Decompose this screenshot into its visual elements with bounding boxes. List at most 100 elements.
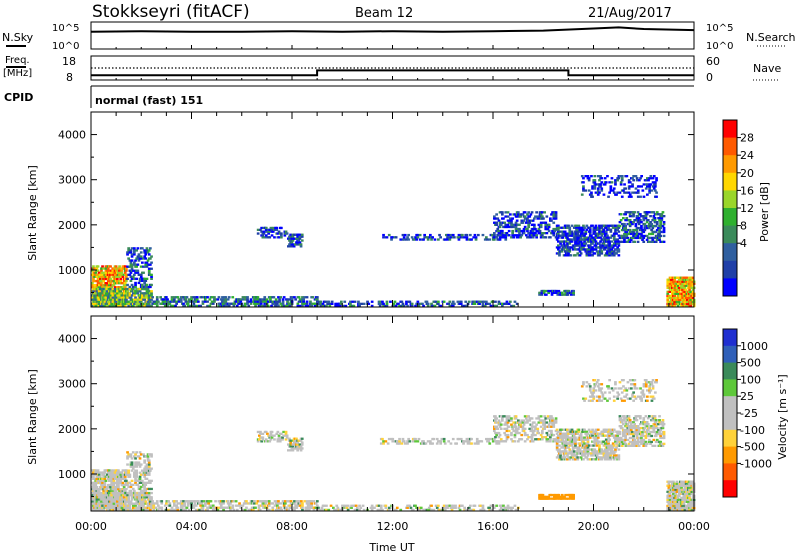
echo-cell [96, 273, 100, 276]
echo-cell [144, 257, 148, 260]
echo-cell [261, 432, 265, 435]
echo-cell [135, 471, 138, 474]
echo-cell [161, 300, 165, 303]
echo-cell [489, 508, 493, 512]
echo-cell [284, 502, 287, 505]
echo-cell [625, 175, 629, 178]
echo-cell [575, 226, 578, 229]
echo-cell [608, 244, 611, 247]
echo-cell [314, 502, 318, 505]
echo-cell [96, 469, 100, 472]
echo-cell [93, 491, 96, 495]
echo-cell [199, 504, 202, 507]
echo-cell [357, 300, 360, 303]
echo-cell [493, 437, 496, 441]
echo-cell [517, 419, 520, 422]
echo-cell [134, 281, 137, 285]
echo-cell [580, 232, 584, 235]
colorbar-swatch [723, 260, 737, 279]
echo-cell [104, 504, 108, 507]
echo-cell [433, 304, 437, 308]
echo-cell [467, 440, 471, 443]
echo-cell [306, 304, 310, 308]
echo-cell [352, 304, 356, 308]
echo-cell [618, 221, 622, 224]
echo-cell [523, 211, 527, 214]
echo-cell [110, 286, 113, 289]
echo-cell [130, 461, 134, 464]
echo-cell [129, 261, 133, 264]
echo-cell [643, 234, 647, 238]
echo-cell [644, 179, 648, 182]
echo-cell [129, 453, 133, 456]
echo-cell [539, 225, 543, 229]
echo-cell [95, 267, 99, 270]
echo-cell [526, 227, 529, 231]
echo-cell [128, 273, 132, 276]
echo-cell [427, 506, 431, 509]
echo-cell [245, 500, 248, 503]
echo-cell [293, 243, 297, 246]
echo-cell [634, 234, 638, 238]
echo-cell [185, 506, 189, 509]
echo-cell [627, 195, 631, 198]
echo-cell [119, 492, 123, 495]
echo-cell [104, 479, 108, 482]
echo-cell [114, 498, 118, 501]
echo-cell [642, 195, 646, 198]
echo-cell [511, 506, 514, 509]
echo-cell [623, 183, 626, 186]
echo-cell [153, 302, 157, 305]
echo-cell [671, 290, 674, 293]
echo-cell [222, 298, 225, 301]
echo-cell [120, 273, 124, 276]
echo-cell [100, 500, 103, 503]
echo-cell [139, 251, 143, 254]
echo-cell [110, 304, 113, 308]
echo-cell [106, 477, 110, 480]
echo-cell [349, 300, 352, 303]
echo-cell [227, 504, 231, 507]
echo-cell [370, 304, 374, 308]
echo-cell [600, 189, 604, 192]
echo-cell [281, 438, 284, 441]
echo-cell [518, 425, 521, 428]
echo-cell [165, 296, 168, 299]
echo-cell [150, 255, 153, 258]
echo-cell [502, 508, 505, 512]
echo-cell [126, 491, 129, 495]
echo-cell [530, 436, 534, 439]
echo-cell [461, 304, 464, 308]
echo-cell [105, 302, 109, 305]
echo-cell [278, 300, 281, 303]
echo-cell [176, 508, 180, 512]
echo-cell [298, 504, 302, 507]
echo-cell [126, 302, 129, 305]
velocity-ylabel: Slant Range [km] [26, 369, 39, 465]
echo-cell [109, 282, 112, 285]
echo-cell [537, 431, 541, 435]
echo-cell [645, 213, 649, 216]
echo-cell [666, 292, 670, 295]
echo-cell [147, 479, 151, 482]
echo-cell [608, 181, 611, 184]
echo-cell [184, 298, 188, 301]
echo-cell [579, 248, 583, 251]
echo-cell [407, 437, 410, 441]
echo-cell [369, 506, 373, 509]
echo-cell [143, 496, 146, 499]
echo-cell [137, 463, 141, 466]
echo-cell [150, 479, 153, 482]
echo-cell [504, 234, 508, 237]
echo-cell [523, 225, 527, 229]
echo-cell [608, 191, 611, 194]
echo-cell [117, 483, 120, 487]
echo-cell [305, 302, 309, 305]
echo-cell [133, 251, 136, 254]
echo-cell [530, 427, 534, 430]
echo-cell [445, 504, 448, 507]
echo-cell [400, 442, 404, 445]
echo-cell [238, 502, 241, 505]
echo-cell [287, 449, 290, 452]
